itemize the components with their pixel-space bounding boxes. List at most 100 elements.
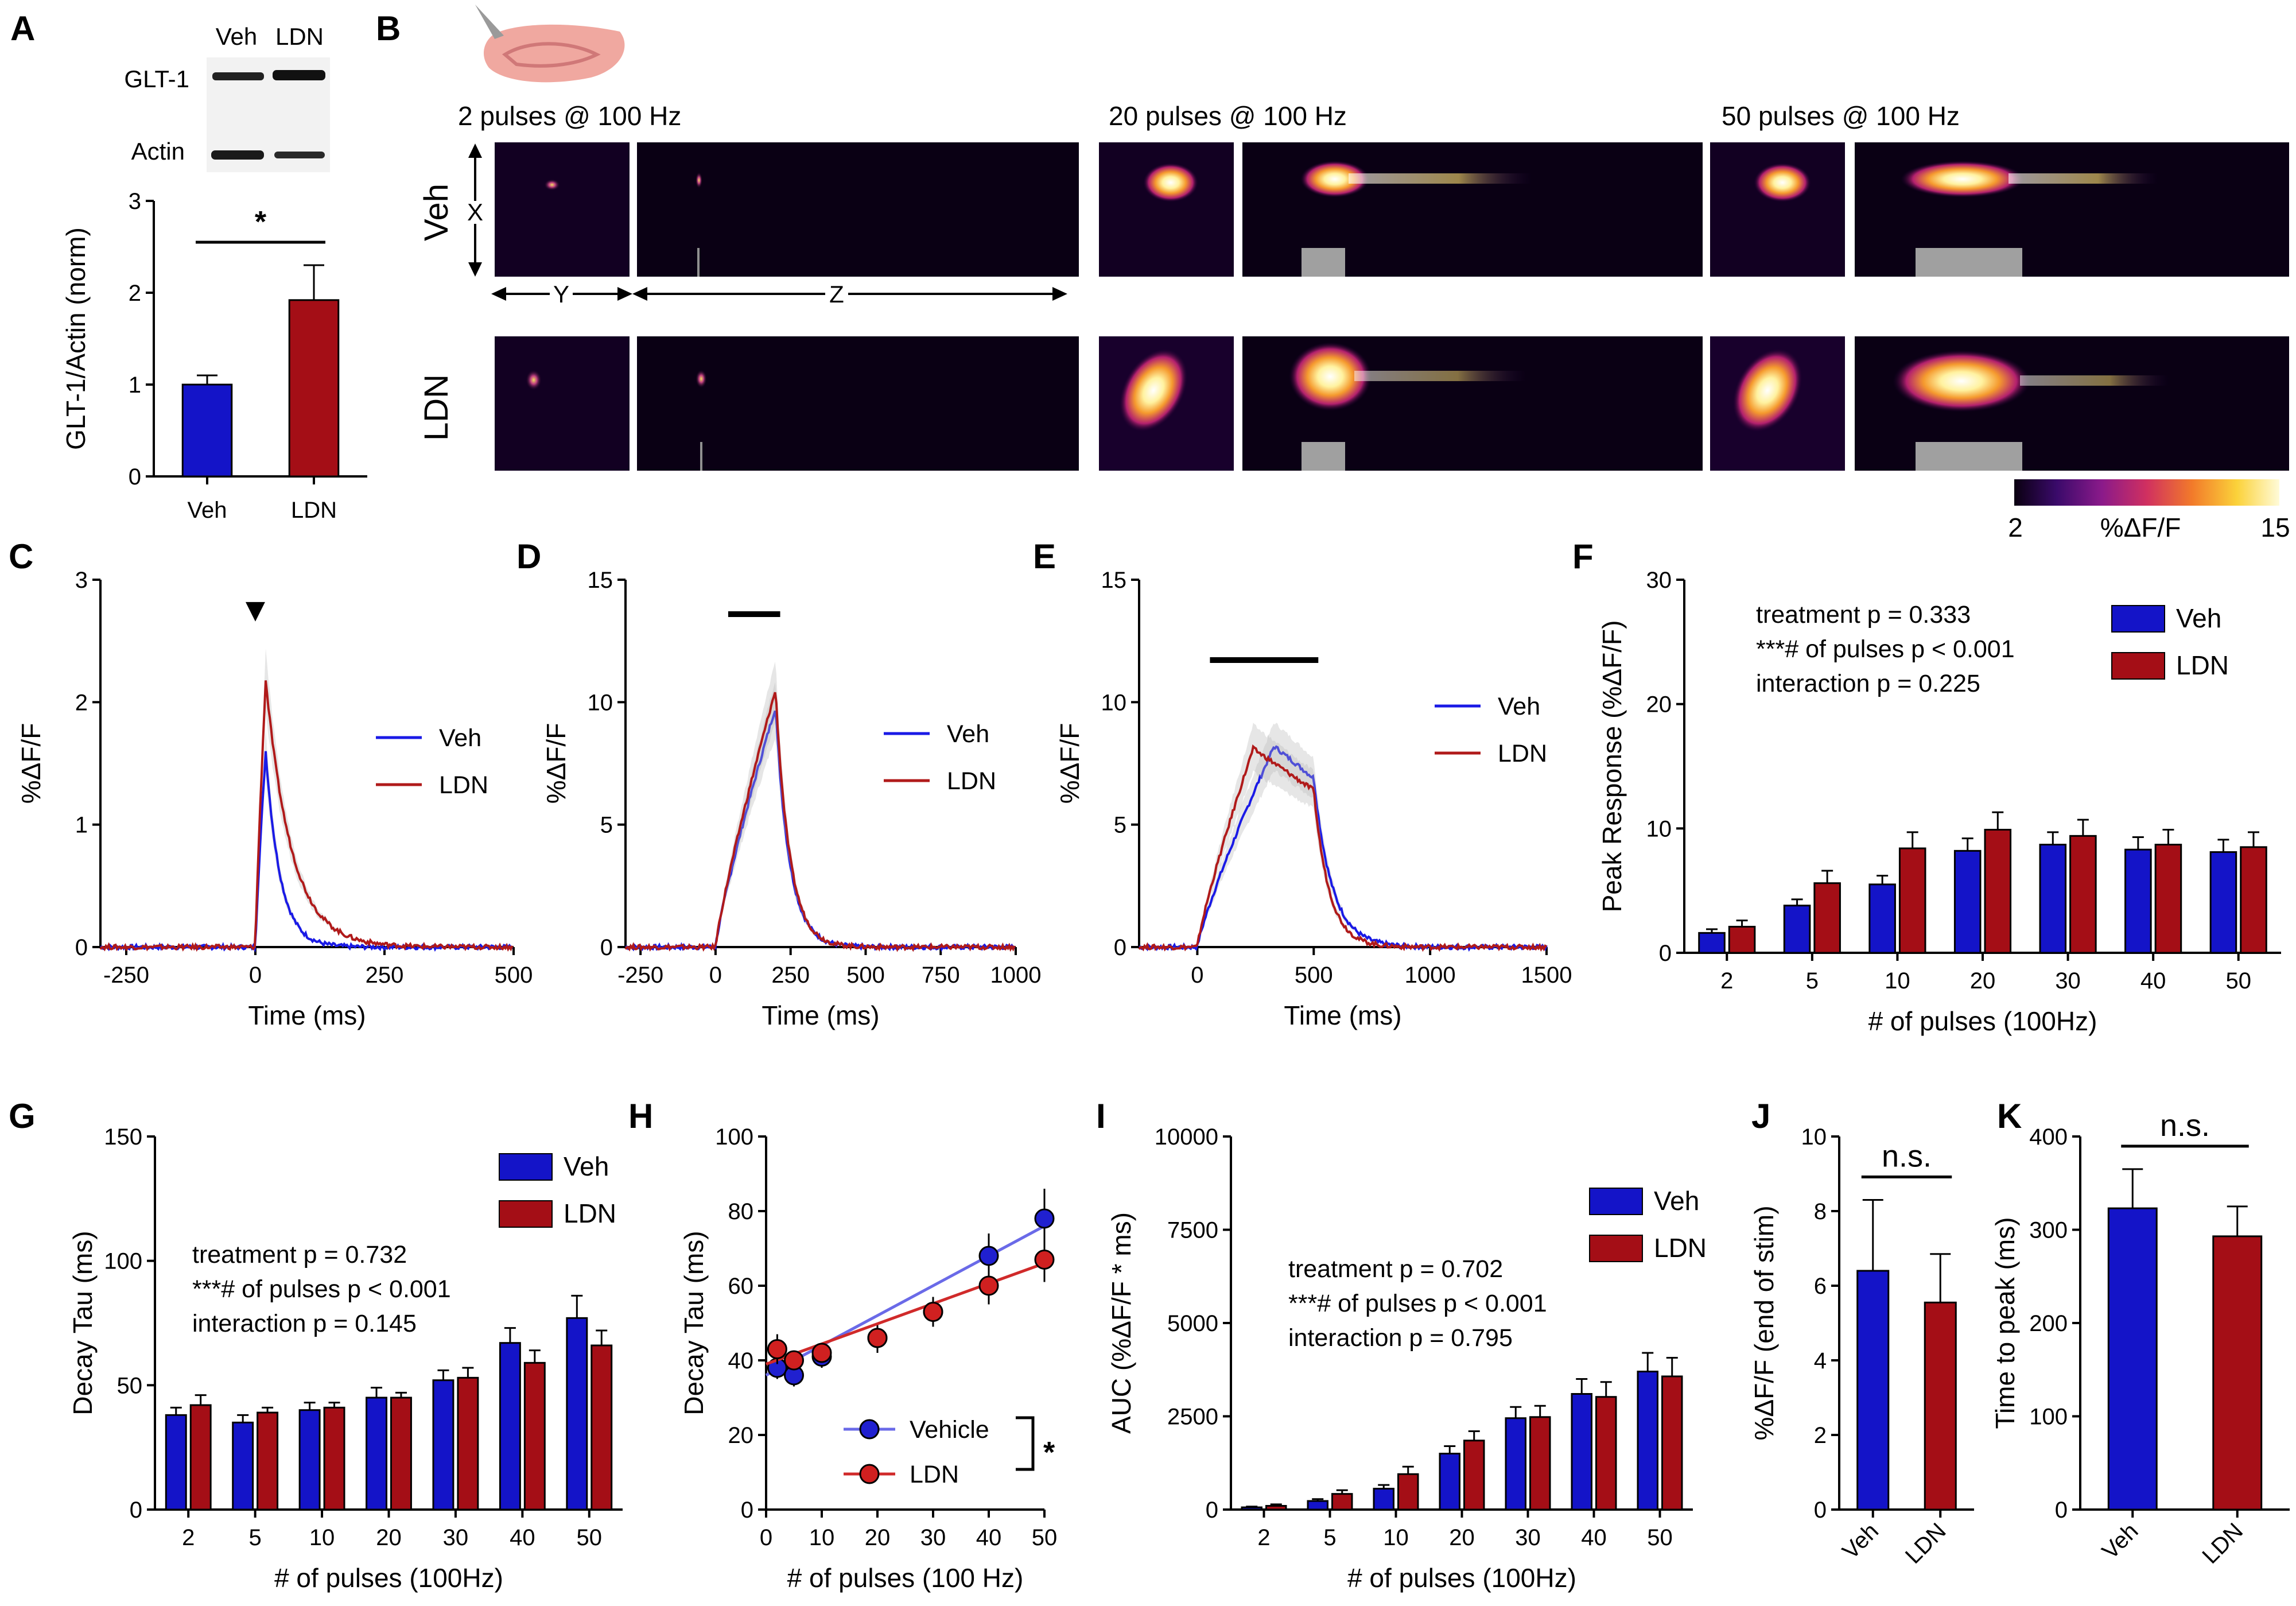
x-tick-label: 5 <box>1323 1525 1336 1550</box>
image-ldn-20-xz <box>1242 336 1703 471</box>
chart-i: 0 2500 5000 7500 10000 AUC (%ΔF/F * ms) 2 5 10 20… <box>1106 1124 1707 1593</box>
chart-j: 0 2 4 6 8 10 %ΔF/F (end of stim) Veh LDN n.s. <box>1749 1124 1974 1569</box>
y-tick-label: 2500 <box>1167 1405 1218 1430</box>
legend-swatch-veh <box>2111 605 2165 633</box>
y-tick-label: 60 <box>728 1274 754 1299</box>
y-tick-label: 100 <box>104 1249 142 1274</box>
legend-swatch-veh <box>499 1153 553 1181</box>
bar-veh-30 <box>1505 1417 1526 1511</box>
legend-swatch-ldn <box>2111 652 2165 680</box>
panel-label-g: G <box>9 1097 36 1135</box>
bar-veh-50 <box>2209 851 2237 954</box>
point-ldn <box>1034 1250 1055 1270</box>
legend-marker-vehicle <box>859 1419 880 1440</box>
x-tick-label: Veh <box>188 498 227 523</box>
bar-veh-10 <box>298 1409 321 1511</box>
bar-ldn-LDN <box>1924 1301 1957 1511</box>
image-ldn-50-xy <box>1710 336 1845 471</box>
x-tick-label: 20 <box>1449 1525 1475 1550</box>
x-tick-label: 2 <box>1257 1525 1270 1550</box>
x-tick-label: 30 <box>443 1525 469 1550</box>
bar-veh-40 <box>499 1342 521 1511</box>
stats-line: ***# of pulses p < 0.001 <box>192 1275 451 1303</box>
bar-ldn-5 <box>257 1411 279 1511</box>
bar-ldn-20 <box>1984 829 2012 954</box>
stats-line: treatment p = 0.333 <box>1756 601 1971 629</box>
y-tick-label: 0 <box>130 1498 142 1523</box>
panel-b: B 2 pulses @ 100 Hz 20 pulses @ 100 Hz 5… <box>376 5 2290 542</box>
axis-label-z: Z <box>829 281 844 308</box>
legend-swatch-veh <box>1589 1188 1643 1215</box>
y-tick-label: 7500 <box>1167 1218 1218 1243</box>
blot-row-actin: Actin <box>131 138 185 165</box>
x-tick-label: 30 <box>2055 968 2081 994</box>
y-tick-label: 3 <box>129 189 141 214</box>
bar-ldn-50 <box>590 1344 613 1511</box>
x-tick-label: 0 <box>249 963 262 988</box>
bar-veh-5 <box>232 1421 254 1511</box>
x-tick-label: -250 <box>617 963 663 988</box>
significance-label: * <box>255 205 267 239</box>
point-ldn <box>867 1328 888 1348</box>
y-tick-label: 10 <box>1646 816 1672 841</box>
y-tick-label: 8 <box>1814 1199 1827 1224</box>
y-tick-label: 80 <box>728 1199 754 1224</box>
fit-line-vehicle <box>765 1224 1046 1377</box>
stats-line: ***# of pulses p < 0.001 <box>1756 635 2015 663</box>
x-axis-label: Time (ms) <box>762 1000 879 1030</box>
legend-label-veh: Veh <box>439 724 481 752</box>
bar-veh-40 <box>1571 1393 1592 1511</box>
trace-ldn <box>99 680 514 952</box>
stats-line: treatment p = 0.702 <box>1288 1255 1503 1283</box>
legend-marker-ldn <box>859 1464 880 1484</box>
significance-label: n.s. <box>2160 1108 2210 1143</box>
bar-veh-5 <box>1783 905 1811 954</box>
legend-label-vehicle: Vehicle <box>910 1416 989 1444</box>
image-veh-20-xy <box>1099 142 1234 277</box>
chart-c: 0 1 2 3 %ΔF/F -250 0 250 500 Time (ms) ▼ Veh LDN <box>16 568 533 1030</box>
image-ldn-20-xy <box>1099 336 1234 471</box>
blot-band-glt1-veh <box>212 72 264 80</box>
blot-band-actin-ldn <box>274 152 325 158</box>
x-tick-label: 40 <box>976 1525 1002 1550</box>
x-tick-label: 10 <box>809 1525 835 1550</box>
x-tick-label: 10 <box>309 1525 335 1550</box>
stats-line: treatment p = 0.732 <box>192 1241 407 1268</box>
fit-line-ldn <box>766 1262 1045 1366</box>
x-tick-label: LDN <box>2197 1518 2248 1569</box>
x-tick-label: 40 <box>2140 968 2166 994</box>
bar-veh-20 <box>366 1396 387 1511</box>
bar-veh-30 <box>2039 844 2067 954</box>
x-tick-label: 50 <box>2225 968 2251 994</box>
y-axis-label: AUC (%ΔF/F * ms) <box>1106 1212 1136 1434</box>
legend-label-ldn: LDN <box>2176 650 2229 680</box>
point-ldn <box>767 1339 787 1359</box>
bar-ldn-40 <box>523 1361 546 1511</box>
bar-veh-2 <box>1241 1506 1262 1511</box>
subtitle-2-pulses: 2 pulses @ 100 Hz <box>458 101 681 131</box>
axis-label-x: X <box>467 199 483 226</box>
y-tick-label: 2 <box>129 281 141 306</box>
x-tick-label: 0 <box>1191 963 1203 988</box>
point-ldn <box>811 1343 832 1363</box>
y-tick-label: 0 <box>600 935 613 960</box>
brain-slice-icon <box>475 5 625 83</box>
y-tick-label: 0 <box>1659 941 1672 966</box>
x-tick-label: 5 <box>249 1525 262 1550</box>
bar-ldn-2 <box>189 1404 212 1511</box>
y-tick-label: 0 <box>1814 1498 1827 1523</box>
y-tick-label: 10 <box>1101 690 1127 715</box>
x-tick-label: 750 <box>922 963 960 988</box>
x-axis-label: # of pulses (100Hz) <box>1347 1563 1576 1593</box>
bar-veh-50 <box>566 1317 588 1511</box>
subtitle-50-pulses: 50 pulses @ 100 Hz <box>1722 101 1960 131</box>
x-axis-label: # of pulses (100 Hz) <box>787 1563 1024 1593</box>
x-tick-label: 500 <box>846 963 885 988</box>
trace-ldn <box>1138 744 1547 952</box>
bar-ldn-30 <box>1529 1416 1551 1511</box>
y-axis-label: %ΔF/F <box>1055 723 1085 804</box>
bar-veh-20 <box>1439 1453 1460 1511</box>
x-tick-label: 2 <box>1720 968 1733 994</box>
bar-ldn-50 <box>2240 846 2267 954</box>
stats-line: interaction p = 0.225 <box>1756 670 1980 697</box>
